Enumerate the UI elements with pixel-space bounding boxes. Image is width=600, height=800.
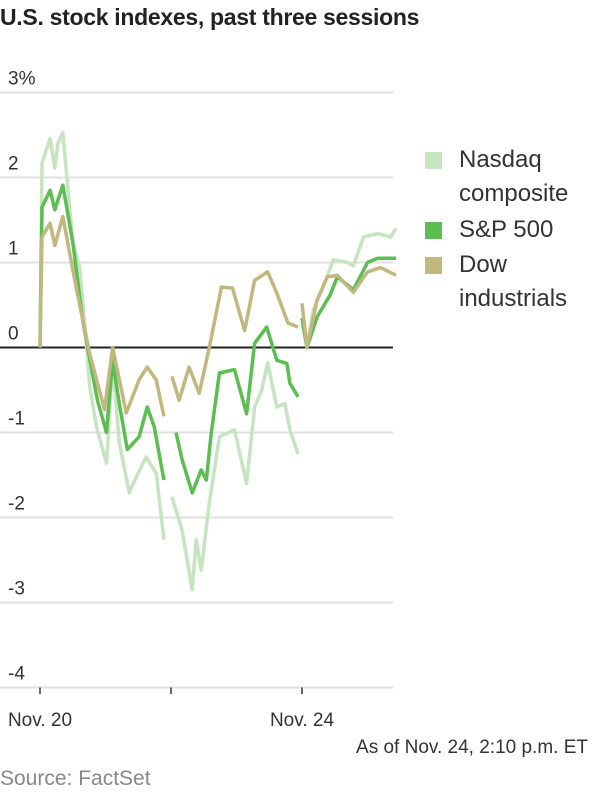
y-tick-label: -3: [8, 579, 25, 600]
legend-label: composite: [459, 180, 569, 207]
chart-title: U.S. stock indexes, past three sessions: [0, 4, 420, 30]
series-line-dow-industrials: [170, 270, 299, 402]
y-tick-label: 2: [8, 154, 19, 175]
legend-swatch: [425, 152, 442, 169]
series-line-nasdaq-composite: [170, 361, 300, 592]
y-tick-label: -4: [8, 664, 25, 685]
legend-label: S&P 500: [459, 216, 554, 243]
legend-label: industrials: [459, 285, 568, 312]
legend-label: Dow: [459, 251, 508, 278]
series-line-nasdaq-composite: [38, 130, 166, 540]
y-tick-label: 3%: [8, 69, 36, 90]
y-tick-label: -2: [8, 494, 25, 515]
series-line-s-p-500: [174, 325, 300, 495]
x-tick-label: Nov. 24: [270, 710, 335, 731]
series-line-dow-industrials: [300, 265, 397, 350]
legend-swatch: [425, 257, 442, 274]
series-line-s-p-500: [38, 183, 166, 481]
source-note: Source: FactSet: [0, 767, 151, 790]
x-tick-label: Nov. 20: [8, 710, 72, 731]
y-tick-label: -1: [8, 409, 25, 430]
timestamp-note: As of Nov. 24, 2:10 p.m. ET: [356, 737, 588, 758]
y-tick-label: 0: [8, 324, 19, 345]
legend-swatch: [425, 222, 442, 239]
y-tick-label: 1: [8, 239, 19, 260]
legend-label: Nasdaq: [459, 146, 542, 173]
series-line-dow-industrials: [38, 214, 166, 417]
